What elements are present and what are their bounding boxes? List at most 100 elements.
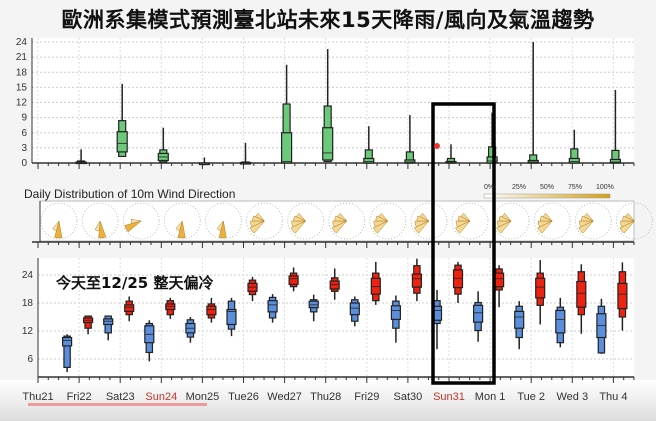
wind-rose-ring xyxy=(533,202,571,240)
box-inner xyxy=(226,308,237,326)
tmax-box-Tue 2 xyxy=(535,260,546,325)
box-inner xyxy=(609,158,622,164)
day-label: Sat23 xyxy=(106,391,135,403)
tmax-box-Fri22 xyxy=(82,315,94,335)
page-title: 歐洲系集模式預測臺北站未來15天降雨/風向及氣溫趨勢 xyxy=(61,8,595,32)
box-inner xyxy=(281,132,293,164)
rain-box-Sat23 xyxy=(116,83,128,158)
box-inner xyxy=(452,269,464,289)
box-inner xyxy=(390,305,401,320)
box-inner xyxy=(370,277,381,295)
box-inner xyxy=(555,309,566,334)
wind-sector xyxy=(52,220,60,231)
tmin-box-Sat23 xyxy=(103,315,114,341)
bottom-bg xyxy=(0,380,656,421)
wind-sector xyxy=(218,220,227,239)
wind-rose-Wed27 xyxy=(290,212,306,234)
day-label: Thu28 xyxy=(310,391,341,403)
box-inner xyxy=(116,131,128,153)
tmin-box-Fri22 xyxy=(61,334,73,373)
box-inner xyxy=(103,318,114,326)
day-label: Tue26 xyxy=(228,391,259,403)
wind-rose-Thu 4 xyxy=(619,212,635,234)
wind-rose-Fri22 xyxy=(94,220,107,239)
wind-rose-ring xyxy=(287,202,325,240)
box-inner xyxy=(124,304,135,313)
rain-box-Wed 3 xyxy=(568,129,580,164)
wind-rose-Mon 1 xyxy=(496,212,512,234)
wind-sector xyxy=(290,220,306,234)
y-tick-label: 6 xyxy=(21,128,27,139)
highlight-underline xyxy=(28,403,207,406)
tmax-box-Wed27 xyxy=(288,267,299,292)
rain-box-Fri29 xyxy=(363,126,375,164)
wind-rose-Wed 3 xyxy=(578,212,594,234)
wind-rose-ring xyxy=(574,202,612,240)
wind-sector xyxy=(124,220,142,233)
wind-rose-ring xyxy=(204,202,242,240)
y-tick-label: 21 xyxy=(16,52,28,63)
wind-sector xyxy=(542,212,553,222)
y-tick-label: 12 xyxy=(22,326,34,337)
rain-box-Sat30 xyxy=(404,115,416,164)
day-label: Wed27 xyxy=(267,391,302,403)
scale-label: 0% xyxy=(484,184,495,191)
scale-label: 75% xyxy=(568,184,583,191)
tmax-box-Tue26 xyxy=(247,276,258,302)
wind-sector xyxy=(250,220,265,228)
tmin-box-Tue 2 xyxy=(514,301,525,350)
wind-rose-Tue26 xyxy=(249,212,265,234)
wind-rose-Thu21 xyxy=(52,220,63,239)
box-inner xyxy=(411,273,422,288)
day-label: Mon25 xyxy=(186,391,220,403)
y-tick-label: 9 xyxy=(21,113,27,124)
highlight-box xyxy=(431,102,496,385)
wind-sector xyxy=(460,212,471,222)
wind-sector xyxy=(578,220,594,234)
box-inner xyxy=(61,336,73,347)
wind-rose-ring xyxy=(492,202,530,240)
rain-box-Fri22 xyxy=(75,149,87,165)
day-label: Mon 1 xyxy=(475,391,506,403)
wind-sector xyxy=(130,218,142,224)
box-outer xyxy=(63,335,71,368)
box-inner xyxy=(329,280,340,290)
scale-label: 25% xyxy=(512,184,527,191)
wind-sector xyxy=(373,220,388,228)
y-tick-label: 18 xyxy=(22,298,34,309)
wind-sector xyxy=(537,220,553,228)
wind-panel-title: Daily Distribution of 10m Wind Direction xyxy=(24,187,236,201)
wind-sector xyxy=(455,220,471,234)
y-tick-label: 3 xyxy=(21,143,27,154)
wind-sector xyxy=(175,220,183,231)
wind-rose-ring xyxy=(615,202,653,240)
wind-rose-Sat23 xyxy=(124,218,142,233)
rain-box-Tue 2 xyxy=(527,42,539,164)
box-inner xyxy=(308,300,319,309)
box-inner xyxy=(535,277,546,299)
box-inner xyxy=(349,302,360,316)
wind-sector xyxy=(98,220,107,239)
wind-rose-ring xyxy=(369,202,407,240)
wind-sector xyxy=(372,220,388,234)
box-inner xyxy=(165,303,176,311)
wind-rose-Sun24 xyxy=(175,220,186,239)
wind-sector xyxy=(331,220,347,234)
cursor-dot xyxy=(434,143,440,149)
rain-box-Tue26 xyxy=(239,142,252,165)
day-label: Thu 4 xyxy=(599,391,627,403)
tmax-box-Sun31 xyxy=(452,261,464,303)
wind-rose-ring xyxy=(40,202,78,240)
wind-rose-Mon25 xyxy=(216,220,227,239)
wind-rose-ring xyxy=(122,202,160,240)
tmin-box-Tue26 xyxy=(226,297,237,337)
wind-color-scale xyxy=(483,193,611,199)
wind-sector xyxy=(291,220,306,228)
wind-sector xyxy=(54,220,63,239)
y-tick-label: 24 xyxy=(22,270,34,281)
box-inner xyxy=(568,157,580,164)
day-label: Fri29 xyxy=(354,391,379,403)
wind-sector xyxy=(249,220,265,234)
rain-box-Mon25 xyxy=(198,157,210,166)
